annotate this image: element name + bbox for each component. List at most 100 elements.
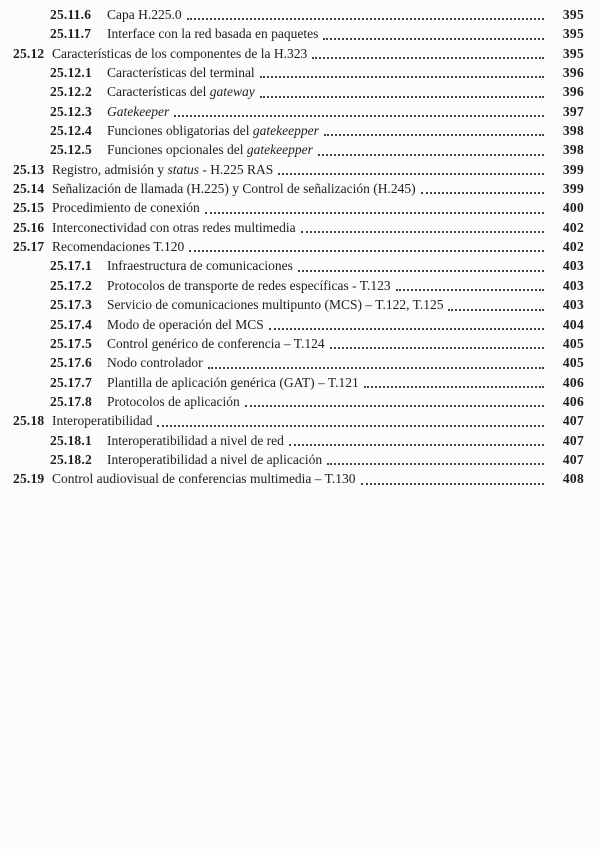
toc-entry: 25.18 Interoperatibilidad 407 xyxy=(0,411,584,430)
dot-leader xyxy=(174,115,544,118)
toc-entry-page: 403 xyxy=(562,277,584,293)
toc-entry-title-segment: Interface con la red basada en paquetes xyxy=(107,26,319,42)
toc-entry: 25.12.5 Funciones opcionales del gatekee… xyxy=(0,140,584,159)
dot-leader xyxy=(312,57,544,60)
toc-entry-title-italic-segment: Gatekeeper xyxy=(107,103,170,119)
toc-list: 25.11.6 Capa H.225.0 395 25.11.7 Interfa… xyxy=(0,5,600,489)
dot-leader xyxy=(329,347,544,350)
toc-entry-page: 403 xyxy=(562,258,584,274)
toc-entry-title: Recomendaciones T.120 xyxy=(52,237,184,256)
toc-entry-title-segment: Control audiovisual de conferencias mult… xyxy=(52,471,356,487)
toc-entry: 25.14 Señalización de llamada (H.225) y … xyxy=(0,179,584,198)
toc-entry-title: Servicio de comunicaciones multipunto (M… xyxy=(107,295,443,314)
toc-entry: 25.12.2 Características del gateway 396 xyxy=(0,82,584,101)
toc-entry: 25.19 Control audiovisual de conferencia… xyxy=(0,469,584,488)
toc-entry-title-segment: Modo de operación del MCS xyxy=(107,316,264,332)
toc-entry: 25.17.7 Plantilla de aplicación genérica… xyxy=(0,373,584,392)
toc-entry: 25.12.3 Gatekeeper 397 xyxy=(0,102,584,121)
toc-entry: 25.13 Registro, admisión y status - H.22… xyxy=(0,160,584,179)
toc-entry-title: Interconectividad con otras redes multim… xyxy=(52,218,296,237)
toc-entry-title-segment: Capa H.225.0 xyxy=(107,7,182,22)
toc-entry-title: Protocolos de aplicación xyxy=(107,392,240,411)
toc-entry-title-italic-segment: status xyxy=(167,161,200,177)
dot-leader xyxy=(323,37,544,40)
toc-entry-page: 406 xyxy=(562,374,584,390)
toc-entry-title-segment: Recomendaciones T.120 xyxy=(52,239,185,255)
dot-leader xyxy=(448,308,544,311)
toc-entry-number: 25.12.4 xyxy=(50,123,92,139)
toc-entry-number: 25.18 xyxy=(13,413,45,429)
toc-entry-title: Infraestructura de comunicaciones xyxy=(107,256,293,275)
toc-entry-number: 25.17.7 xyxy=(50,374,92,390)
toc-entry-title-segment: Servicio de comunicaciones multipunto (M… xyxy=(107,297,444,313)
dot-leader xyxy=(327,463,544,466)
toc-entry-title: Características de los componentes de la… xyxy=(52,44,307,63)
toc-entry-title-italic-segment: gatekeepper xyxy=(252,123,319,139)
toc-entry-page: 405 xyxy=(562,335,584,351)
toc-entry-title: Modo de operación del MCS xyxy=(107,315,264,334)
toc-entry-title-segment: Protocolos de aplicación xyxy=(107,393,240,409)
toc-entry-title-segment: Control genérico de conferencia – T.124 xyxy=(107,335,325,351)
toc-entry-number: 25.17 xyxy=(13,239,45,255)
toc-entry-page: 408 xyxy=(562,471,584,487)
toc-entry-page: 398 xyxy=(562,142,584,158)
dot-leader xyxy=(360,482,544,485)
toc-entry-number: 25.16 xyxy=(13,219,45,235)
toc-entry-number: 25.14 xyxy=(13,181,45,197)
dot-leader xyxy=(363,385,544,388)
toc-entry-title: Gatekeeper xyxy=(107,102,169,121)
toc-entry-page: 407 xyxy=(562,432,584,448)
toc-entry-number: 25.17.2 xyxy=(50,277,92,293)
dot-leader xyxy=(157,424,544,427)
toc-entry: 25.17.6 Nodo controlador 405 xyxy=(0,353,584,372)
toc-entry-title: Interoperatibilidad xyxy=(52,411,152,430)
toc-entry-title-segment: Infraestructura de comunicaciones xyxy=(107,258,293,274)
toc-entry: 25.17.8 Protocolos de aplicación 406 xyxy=(0,392,584,411)
toc-entry: 25.17.1 Infraestructura de comunicacione… xyxy=(0,256,584,275)
toc-entry-number: 25.12.1 xyxy=(50,65,92,81)
toc-entry-page: 396 xyxy=(562,65,584,81)
toc-entry-title: Interface con la red basada en paquetes xyxy=(107,24,318,43)
toc-entry-title: Interoperatibilidad a nivel de aplicació… xyxy=(107,450,322,469)
toc-entry-title: Plantilla de aplicación genérica (GAT) –… xyxy=(107,373,359,392)
dot-leader xyxy=(204,211,544,214)
toc-entry-title-segment: Señalización de llamada (H.225) y Contro… xyxy=(52,181,416,197)
toc-entry-page: 404 xyxy=(562,316,584,332)
toc-entry-page: 399 xyxy=(562,161,584,177)
toc-entry-title: Características del terminal xyxy=(107,63,255,82)
toc-entry-title-segment: Plantilla de aplicación genérica (GAT) –… xyxy=(107,374,359,390)
dot-leader xyxy=(300,231,544,234)
toc-entry-title-segment: Nodo controlador xyxy=(107,355,203,371)
toc-entry-title-segment: Interoperatibilidad a nivel de aplicació… xyxy=(107,451,323,467)
toc-entry-number: 25.19 xyxy=(13,471,45,487)
toc-entry: 25.11.7 Interface con la red basada en p… xyxy=(0,24,584,43)
toc-entry-page: 400 xyxy=(562,200,584,216)
toc-entry-page: 402 xyxy=(562,239,584,255)
dot-leader xyxy=(186,18,544,21)
toc-entry-page: 398 xyxy=(562,123,584,139)
toc-entry-number: 25.17.5 xyxy=(50,335,92,351)
toc-entry-number: 25.12.5 xyxy=(50,142,92,158)
toc-entry-title-segment: Protocolos de transporte de redes especí… xyxy=(107,277,391,293)
dot-leader xyxy=(323,134,544,137)
toc-entry-title-segment: Interoperatibilidad xyxy=(52,413,153,429)
toc-entry-title: Funciones obligatorias del gatekeepper xyxy=(107,121,319,140)
toc-entry: 25.12 Características de los componentes… xyxy=(0,44,584,63)
toc-entry-title: Señalización de llamada (H.225) y Contro… xyxy=(52,179,416,198)
toc-entry-page: 407 xyxy=(562,413,584,429)
toc-entry: 25.17.3 Servicio de comunicaciones multi… xyxy=(0,295,584,314)
toc-entry-number: 25.17.1 xyxy=(50,258,92,274)
toc-entry-page: 405 xyxy=(562,355,584,371)
dot-leader xyxy=(259,95,544,98)
toc-entry-title-segment: - H.225 RAS xyxy=(199,161,274,177)
toc-entry-number: 25.17.6 xyxy=(50,355,92,371)
toc-entry-title-segment: Funciones opcionales del xyxy=(107,142,247,158)
dot-leader xyxy=(259,76,544,79)
toc-entry-page: 402 xyxy=(562,219,584,235)
dot-leader xyxy=(278,173,544,176)
dot-leader xyxy=(420,192,544,195)
toc-entry: 25.17.4 Modo de operación del MCS 404 xyxy=(0,315,584,334)
toc-entry-page: 395 xyxy=(562,7,584,22)
toc-entry-page: 397 xyxy=(562,103,584,119)
toc-entry-page: 406 xyxy=(562,393,584,409)
